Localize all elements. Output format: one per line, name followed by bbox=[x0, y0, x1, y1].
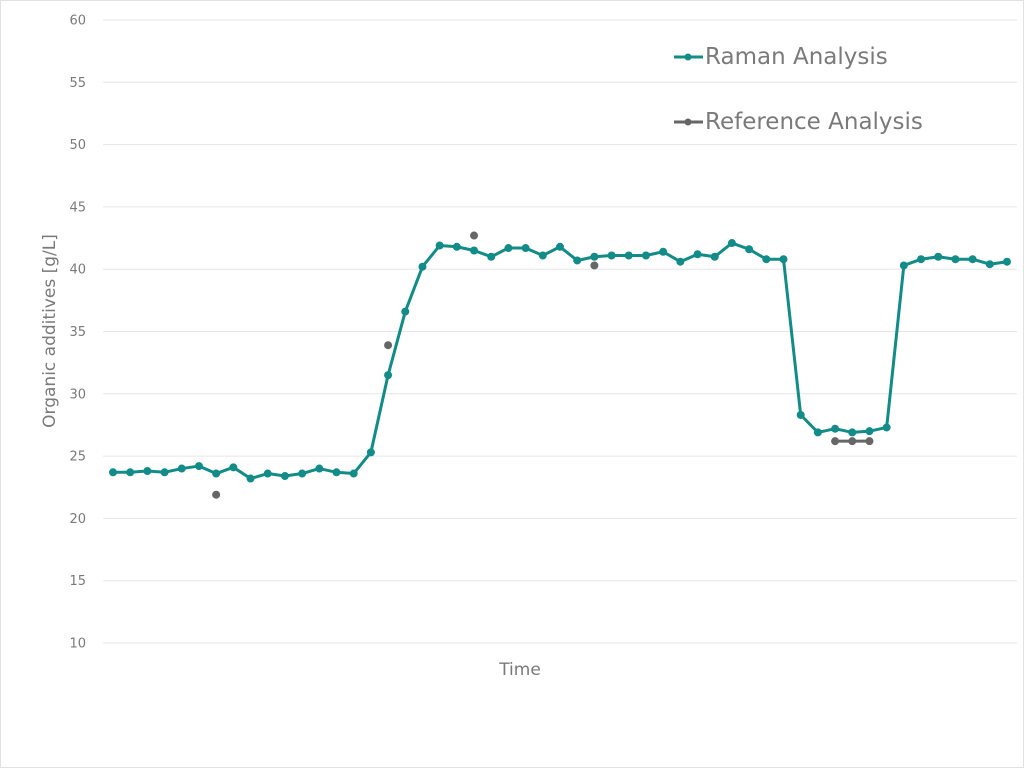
data-point-marker[interactable] bbox=[452, 242, 461, 251]
y-tick-label: 55 bbox=[69, 76, 86, 91]
data-point-marker[interactable] bbox=[280, 472, 289, 481]
data-point-marker[interactable] bbox=[143, 467, 152, 476]
data-point-marker[interactable] bbox=[762, 255, 771, 264]
data-point-marker[interactable] bbox=[676, 257, 685, 266]
data-point-marker[interactable] bbox=[727, 239, 736, 248]
data-point-marker[interactable] bbox=[659, 247, 668, 256]
y-tick-label: 35 bbox=[69, 325, 86, 340]
gridlines bbox=[103, 19, 1017, 644]
y-tick-label: 45 bbox=[69, 200, 86, 215]
data-point-marker[interactable] bbox=[349, 469, 358, 478]
data-point-marker[interactable] bbox=[521, 244, 530, 253]
data-point-marker[interactable] bbox=[641, 251, 650, 260]
data-point-marker[interactable] bbox=[899, 261, 908, 270]
legend-marker-icon bbox=[684, 53, 692, 61]
data-point-marker[interactable] bbox=[212, 490, 221, 499]
data-point-marker[interactable] bbox=[229, 463, 238, 472]
legend-item-reference[interactable]: Reference Analysis bbox=[674, 109, 923, 135]
data-point-marker[interactable] bbox=[831, 424, 840, 433]
y-tick-label: 50 bbox=[69, 138, 86, 153]
data-point-marker[interactable] bbox=[298, 469, 307, 478]
x-axis-title: Time bbox=[498, 660, 541, 680]
y-axis-title: Organic additives [g/L] bbox=[40, 234, 60, 428]
data-point-marker[interactable] bbox=[882, 423, 891, 432]
y-tick-label: 10 bbox=[69, 637, 86, 652]
data-point-marker[interactable] bbox=[263, 469, 272, 478]
data-point-marker[interactable] bbox=[865, 427, 874, 436]
data-point-marker[interactable] bbox=[985, 260, 994, 269]
data-point-marker[interactable] bbox=[384, 371, 393, 380]
plot-series bbox=[109, 231, 1011, 499]
data-point-marker[interactable] bbox=[934, 252, 943, 261]
legend-item-raman[interactable]: Raman Analysis bbox=[674, 44, 888, 70]
data-point-marker[interactable] bbox=[126, 468, 135, 477]
y-tick-label: 25 bbox=[69, 450, 86, 465]
data-point-marker[interactable] bbox=[384, 341, 393, 350]
data-point-marker[interactable] bbox=[401, 307, 410, 316]
data-point-marker[interactable] bbox=[470, 231, 479, 240]
legend: Raman Analysis Reference Analysis bbox=[674, 44, 923, 135]
y-tick-label: 20 bbox=[69, 512, 86, 527]
series-raman-analysis bbox=[109, 239, 1011, 483]
data-point-marker[interactable] bbox=[951, 255, 960, 264]
data-point-marker[interactable] bbox=[487, 252, 496, 261]
data-point-marker[interactable] bbox=[865, 437, 874, 446]
data-point-marker[interactable] bbox=[745, 245, 754, 254]
data-point-marker[interactable] bbox=[332, 468, 341, 477]
y-tick-label: 60 bbox=[69, 14, 86, 29]
y-axis-ticks: 10 15 20 25 30 35 40 45 50 55 60 bbox=[69, 14, 86, 652]
y-tick-label: 15 bbox=[69, 574, 86, 589]
data-point-marker[interactable] bbox=[624, 251, 633, 260]
data-point-marker[interactable] bbox=[470, 246, 479, 255]
data-point-marker[interactable] bbox=[848, 428, 857, 437]
data-point-marker[interactable] bbox=[1003, 257, 1011, 266]
data-point-marker[interactable] bbox=[590, 252, 599, 261]
data-point-marker[interactable] bbox=[504, 244, 513, 253]
y-tick-label: 40 bbox=[69, 263, 86, 278]
legend-marker-icon bbox=[684, 118, 692, 126]
series-reference-analysis bbox=[212, 231, 874, 499]
data-point-marker[interactable] bbox=[848, 437, 857, 446]
data-point-marker[interactable] bbox=[813, 428, 822, 437]
data-point-marker[interactable] bbox=[194, 462, 203, 471]
legend-label-raman: Raman Analysis bbox=[705, 44, 888, 70]
data-point-marker[interactable] bbox=[366, 448, 375, 457]
data-point-marker[interactable] bbox=[315, 464, 324, 473]
data-point-marker[interactable] bbox=[109, 468, 117, 477]
data-point-marker[interactable] bbox=[607, 251, 616, 260]
data-point-marker[interactable] bbox=[779, 255, 788, 264]
data-point-marker[interactable] bbox=[538, 251, 547, 260]
legend-label-reference: Reference Analysis bbox=[705, 109, 923, 135]
data-point-marker[interactable] bbox=[246, 474, 255, 483]
data-point-marker[interactable] bbox=[831, 437, 840, 446]
data-point-marker[interactable] bbox=[917, 255, 926, 264]
data-point-marker[interactable] bbox=[573, 256, 582, 265]
data-point-marker[interactable] bbox=[160, 468, 169, 477]
data-point-marker[interactable] bbox=[968, 255, 977, 264]
data-point-marker[interactable] bbox=[710, 252, 719, 261]
data-point-marker[interactable] bbox=[693, 250, 702, 259]
y-tick-label: 30 bbox=[69, 387, 86, 402]
data-point-marker[interactable] bbox=[590, 261, 599, 270]
data-point-marker[interactable] bbox=[212, 469, 221, 478]
data-point-marker[interactable] bbox=[418, 262, 427, 271]
data-point-marker[interactable] bbox=[556, 242, 564, 251]
data-point-marker[interactable] bbox=[796, 410, 805, 419]
data-point-marker[interactable] bbox=[435, 241, 444, 250]
data-point-marker[interactable] bbox=[177, 464, 186, 473]
series-line bbox=[113, 241, 1008, 481]
